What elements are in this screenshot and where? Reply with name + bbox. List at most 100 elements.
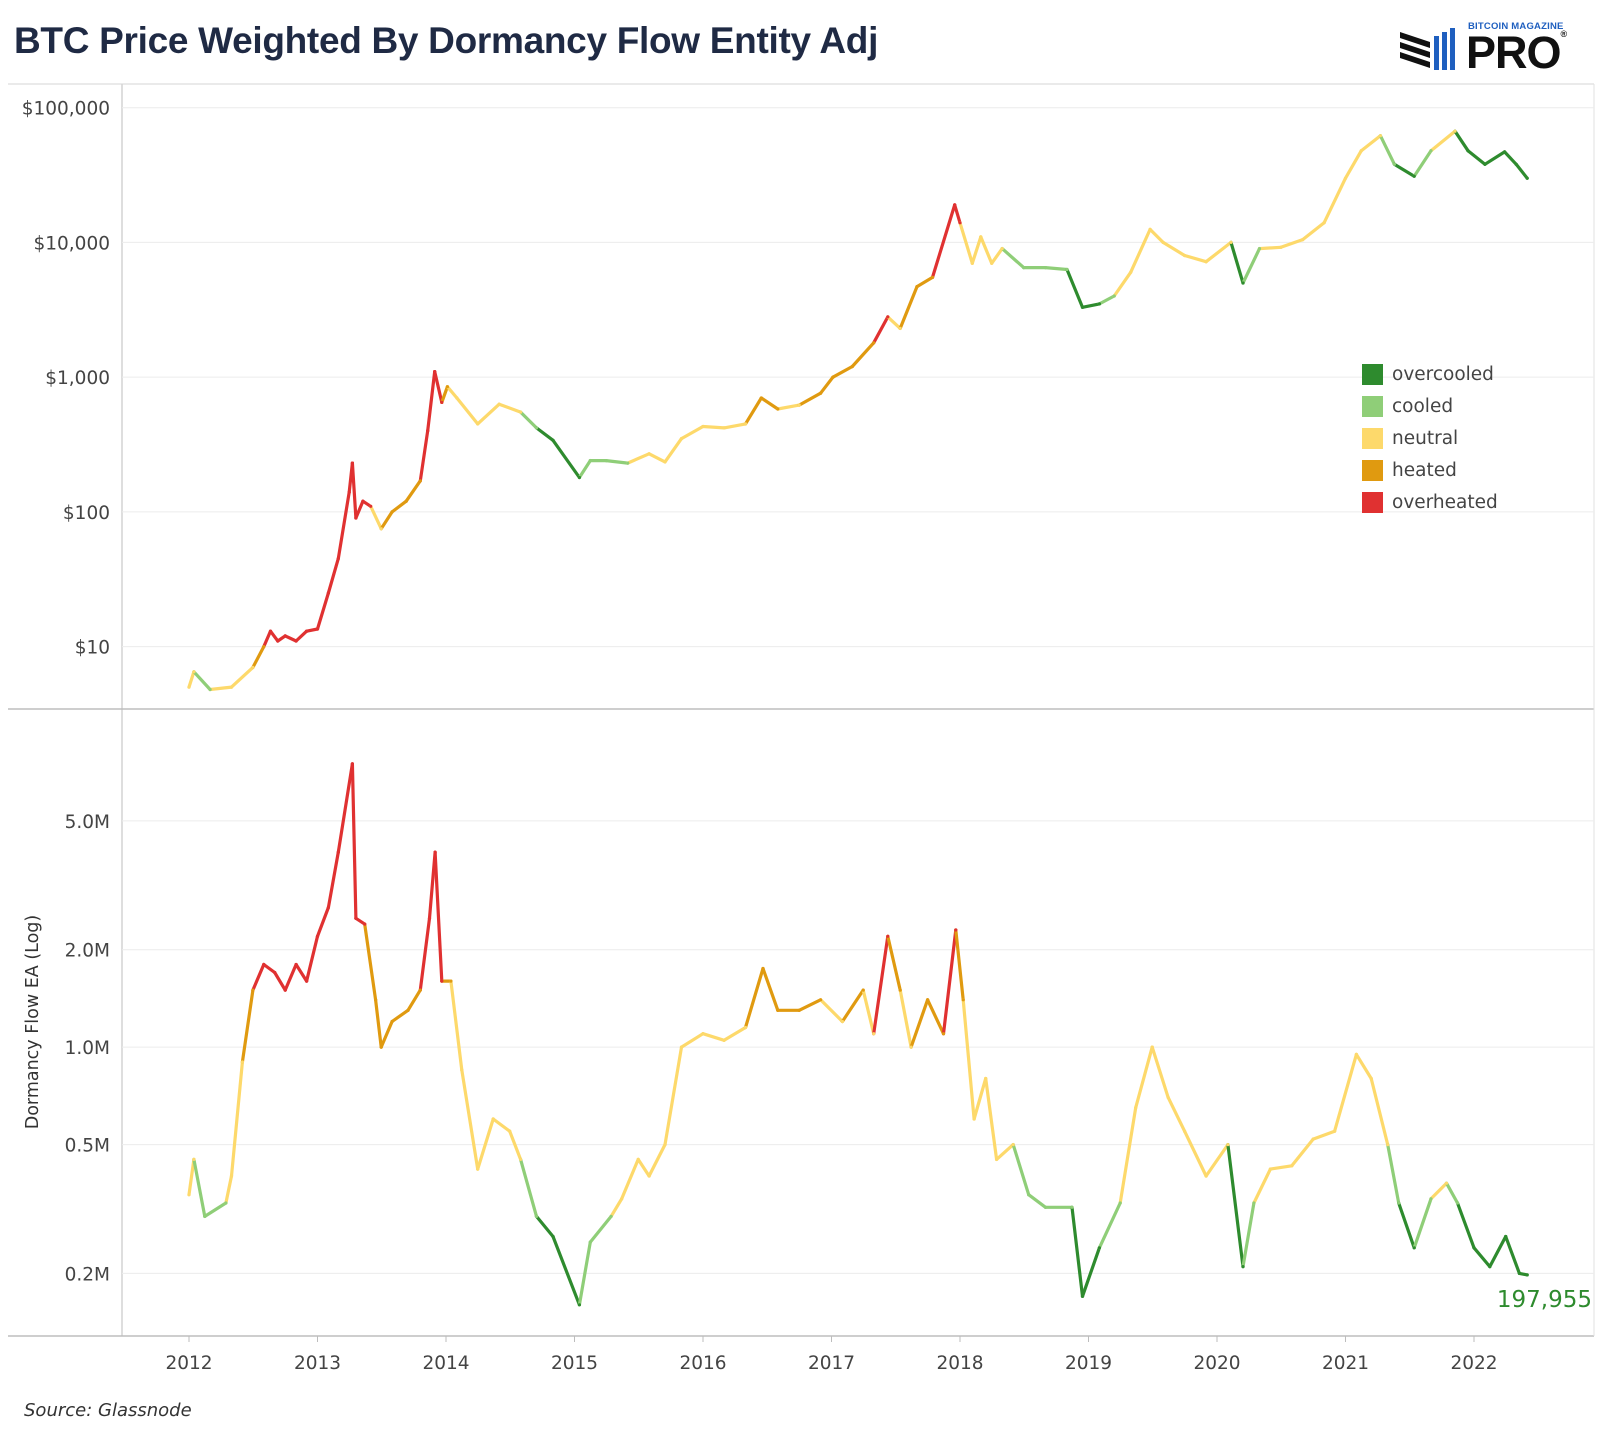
flow-line-point: [941, 1032, 946, 1036]
price-line-point: [229, 685, 234, 689]
flow-line-segment: [336, 762, 354, 854]
legend-swatch-heated: [1362, 459, 1383, 481]
price-line-segment: [1241, 247, 1262, 285]
price-line-segment: [551, 438, 582, 480]
flow-line-segment: [1134, 1045, 1154, 1110]
price-line-segment: [390, 499, 408, 514]
price-line-point: [476, 422, 480, 426]
flow-line-point: [647, 1174, 651, 1178]
flow-line-point: [701, 1032, 705, 1036]
flow-line-point: [390, 1019, 394, 1024]
flow-line-segment: [1080, 1246, 1102, 1298]
price-line-segment: [990, 247, 1004, 265]
price-line-segment: [1301, 221, 1326, 242]
flow-line-point: [440, 979, 444, 983]
price-line-point: [350, 461, 354, 465]
flow-line-point: [1011, 1143, 1015, 1147]
flow-line-point: [460, 1068, 464, 1072]
price-line-segment: [1429, 129, 1457, 153]
price-line-segment: [305, 627, 320, 633]
price-line-segment: [604, 459, 630, 465]
flow-line-point: [1397, 1201, 1401, 1205]
price-line-segment: [1182, 253, 1208, 264]
price-line-segment: [626, 452, 651, 465]
price-line-point: [315, 627, 320, 631]
price-line-segment: [663, 437, 684, 464]
price-line-point: [390, 510, 394, 514]
flow-line-point: [620, 1197, 624, 1201]
price-line-point: [970, 261, 974, 265]
flow-line-point: [1369, 1076, 1373, 1081]
price-line-segment: [418, 429, 430, 483]
legend-item-cooled: cooled: [1362, 390, 1498, 422]
price-line-segment: [1204, 240, 1233, 264]
price-line-point: [283, 634, 287, 638]
flow-line-point: [203, 1214, 207, 1218]
flow-line-segment: [743, 966, 765, 1030]
price-line-segment: [872, 315, 890, 345]
price-line-segment: [433, 370, 444, 404]
flow-line-segment: [636, 1157, 651, 1178]
flow-line-point: [449, 979, 453, 983]
price-line-point: [1183, 253, 1187, 258]
price-line-point: [743, 422, 748, 426]
flow-line-segment: [229, 1060, 244, 1178]
logo-pro: PRO: [1466, 27, 1562, 78]
price-line-segment: [1097, 294, 1116, 306]
legend-item-neutral: neutral: [1362, 422, 1498, 454]
price-line-segment: [958, 221, 974, 265]
flow-line-point: [1525, 1273, 1529, 1277]
price-line-point: [759, 396, 763, 400]
price-line-point: [354, 516, 358, 520]
flow-line-segment: [647, 1142, 667, 1178]
flow-line-point: [1080, 1294, 1085, 1298]
price-line-segment: [850, 341, 876, 369]
price-line-point: [979, 235, 983, 239]
flow-line-point: [926, 998, 930, 1002]
price-line-point: [1514, 162, 1518, 166]
flow-line-point: [909, 1045, 913, 1049]
price-line-segment: [647, 452, 667, 464]
price-line-point: [379, 527, 383, 531]
flow-line-point: [251, 988, 255, 992]
flow-line-point: [427, 916, 432, 920]
flow-line-segment: [350, 762, 358, 920]
price-line-segment: [898, 285, 919, 330]
flow-line-segment: [305, 934, 320, 983]
price-line-segment: [445, 385, 459, 400]
flow-line-segment: [797, 998, 823, 1012]
x-tick-label: 2016: [679, 1353, 726, 1374]
price-line-point: [886, 315, 890, 319]
flow-line-point: [229, 1174, 234, 1178]
flow-line-segment: [818, 998, 845, 1024]
price-line-point: [722, 426, 726, 430]
price-line-point: [551, 438, 555, 442]
flow-line-segment: [925, 998, 946, 1036]
flow-line-point: [326, 905, 330, 910]
flow-line-segment: [1354, 1052, 1373, 1081]
flow-line-segment: [1444, 1181, 1460, 1205]
price-line-segment: [979, 235, 994, 265]
flow-line-point: [1455, 1201, 1460, 1205]
price-line-point: [1241, 281, 1245, 285]
price-line-segment: [262, 629, 273, 649]
flow-line-point: [679, 1045, 684, 1049]
legend-label: cooled: [1392, 395, 1454, 417]
price-line-point: [1161, 240, 1165, 244]
flow-line-point: [1070, 1205, 1074, 1209]
price-line-point: [1065, 267, 1069, 272]
price-line-segment: [1129, 227, 1152, 274]
flow-line-segment: [1166, 1095, 1187, 1133]
flow-line-point: [379, 1045, 383, 1049]
flow-line-point: [418, 988, 422, 992]
price-line-point: [663, 460, 667, 464]
flow-line-point: [1166, 1095, 1170, 1099]
price-line-point: [404, 499, 408, 503]
price-line-segment: [379, 510, 394, 531]
flow-line-point: [1504, 1234, 1508, 1239]
price-line-point: [1112, 294, 1116, 298]
price-line-point: [1229, 240, 1233, 244]
price-line-segment: [953, 203, 962, 225]
x-tick-label: 2017: [808, 1353, 855, 1374]
flow-line-point: [797, 1008, 801, 1012]
